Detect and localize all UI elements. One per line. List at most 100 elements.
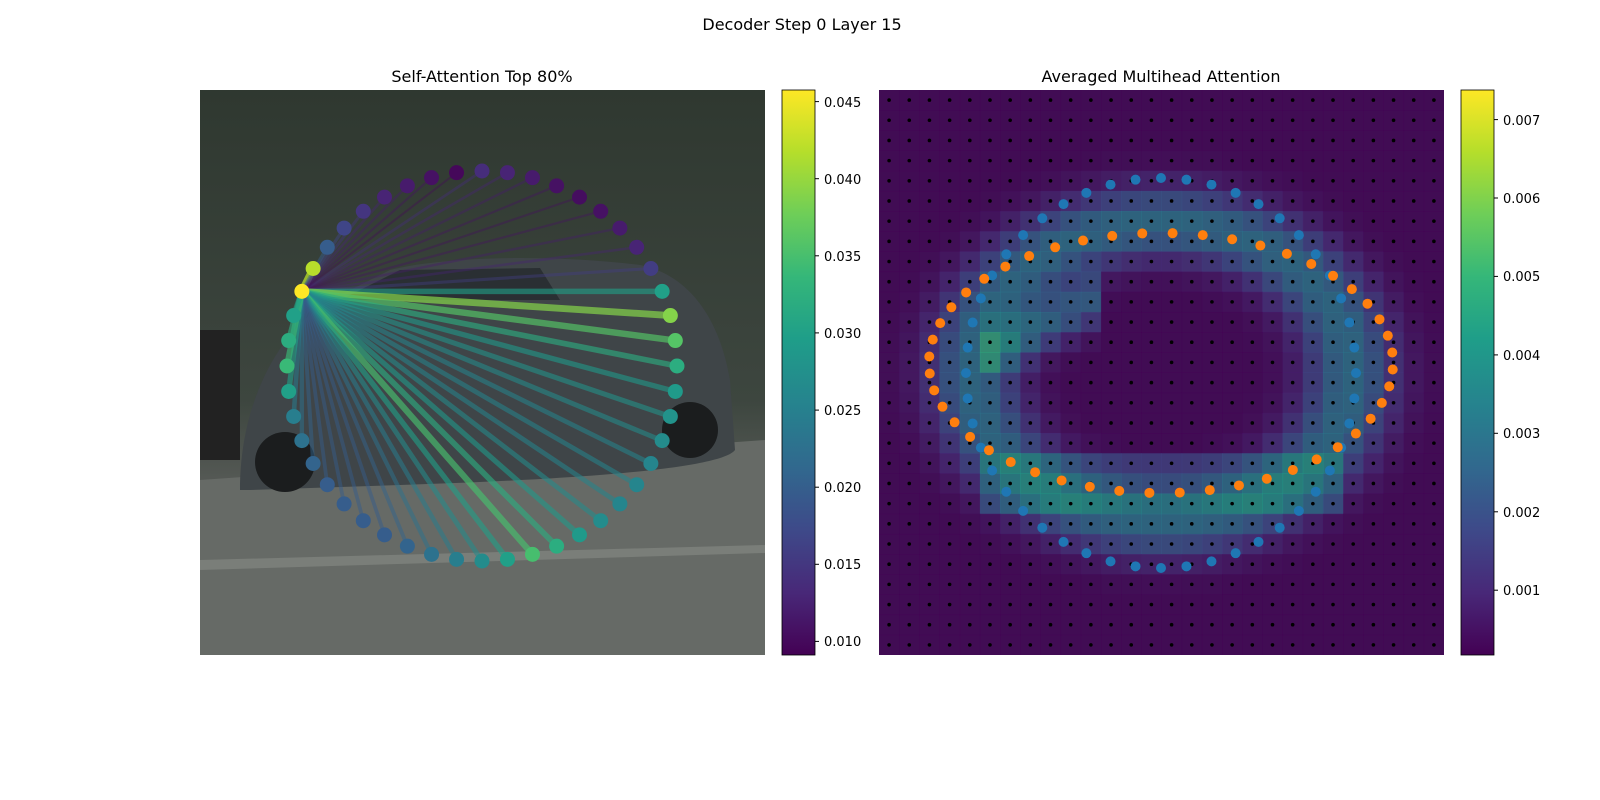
grid-dot bbox=[1210, 622, 1214, 627]
grid-dot bbox=[1331, 421, 1335, 425]
grid-dot bbox=[1189, 522, 1194, 526]
grid-dot bbox=[1351, 219, 1355, 223]
grid-dot bbox=[1028, 380, 1033, 385]
grid-dot bbox=[1210, 400, 1214, 405]
grid-dot bbox=[1189, 461, 1194, 466]
grid-dot bbox=[1411, 380, 1416, 385]
grid-dot bbox=[1149, 461, 1154, 466]
grid-dot bbox=[1331, 158, 1335, 163]
grid-dot bbox=[1210, 259, 1214, 264]
grid-dot bbox=[907, 360, 912, 365]
grid-dot bbox=[1068, 279, 1073, 284]
grid-dot bbox=[1169, 441, 1174, 445]
colorbar-tick-label: 0.002 bbox=[1503, 506, 1540, 521]
colorbar-tick: 0.030 bbox=[815, 327, 861, 342]
grid-dot bbox=[1169, 360, 1174, 365]
grid-dot bbox=[1351, 360, 1355, 365]
grid-dot bbox=[1089, 340, 1093, 345]
grid-dot bbox=[1230, 300, 1234, 304]
grid-dot bbox=[887, 360, 891, 365]
grid-dot bbox=[1331, 522, 1335, 526]
grid-dot bbox=[927, 279, 932, 284]
grid-dot bbox=[1189, 118, 1194, 123]
predicted-contour-point bbox=[1058, 536, 1069, 547]
grid-dot bbox=[1411, 239, 1416, 244]
query-point bbox=[286, 408, 302, 424]
grid-dot bbox=[1089, 421, 1093, 425]
grid-dot bbox=[1189, 259, 1194, 264]
grid-dot bbox=[1210, 118, 1214, 123]
reference-contour-point bbox=[1144, 487, 1155, 498]
grid-dot bbox=[1048, 602, 1053, 607]
query-point bbox=[643, 456, 659, 471]
grid-dot bbox=[1008, 400, 1012, 405]
grid-dot bbox=[1411, 441, 1416, 445]
grid-dot bbox=[1068, 522, 1073, 526]
grid-dot bbox=[1210, 300, 1214, 304]
grid-dot bbox=[927, 481, 932, 486]
grid-dot bbox=[1290, 138, 1295, 143]
grid-dot bbox=[1210, 279, 1214, 284]
predicted-contour-point bbox=[1001, 249, 1012, 260]
reference-contour-point bbox=[1197, 230, 1208, 241]
grid-dot bbox=[947, 98, 952, 102]
grid-dot bbox=[1028, 98, 1033, 102]
grid-dot bbox=[1068, 481, 1073, 486]
grid-dot bbox=[947, 360, 952, 365]
grid-dot bbox=[1210, 239, 1214, 244]
query-point bbox=[669, 358, 685, 374]
grid-dot bbox=[1250, 158, 1255, 163]
grid-dot bbox=[1089, 239, 1093, 244]
grid-dot bbox=[1432, 622, 1436, 627]
grid-dot bbox=[1068, 239, 1073, 244]
reference-contour-point bbox=[1227, 234, 1238, 245]
grid-dot bbox=[1210, 138, 1214, 143]
attention-lines bbox=[284, 169, 678, 563]
colorbar-tick: 0.004 bbox=[1494, 349, 1540, 364]
contour-points bbox=[924, 173, 1398, 573]
grid-dot bbox=[1311, 622, 1315, 627]
grid-dot bbox=[1149, 481, 1154, 486]
grid-dot bbox=[1432, 259, 1436, 264]
grid-dot bbox=[1089, 380, 1093, 385]
attention-line bbox=[301, 171, 509, 293]
grid-dot bbox=[1250, 522, 1255, 526]
grid-dot bbox=[1189, 622, 1194, 627]
grid-dot bbox=[1391, 179, 1396, 183]
grid-dot bbox=[1028, 643, 1033, 647]
grid-dot bbox=[1089, 643, 1093, 647]
reference-contour-point bbox=[1261, 473, 1272, 484]
grid-dot bbox=[1290, 360, 1295, 365]
grid-dot bbox=[1290, 501, 1295, 506]
query-point bbox=[336, 496, 352, 512]
grid-dot bbox=[1028, 622, 1033, 627]
grid-dot bbox=[968, 562, 972, 566]
grid-dot bbox=[1189, 239, 1194, 244]
attention-line bbox=[301, 288, 677, 394]
grid-dot bbox=[1371, 340, 1376, 345]
grid-dot bbox=[1311, 481, 1315, 486]
query-point bbox=[612, 220, 628, 236]
reference-contour-point bbox=[946, 302, 957, 313]
grid-dot bbox=[1391, 461, 1396, 466]
grid-dot bbox=[1089, 199, 1093, 203]
grid-dot bbox=[887, 562, 891, 566]
grid-dot bbox=[1028, 219, 1033, 223]
grid-dot bbox=[1210, 98, 1214, 102]
grid-dot bbox=[1270, 562, 1275, 566]
colorbar-tick: 0.025 bbox=[815, 404, 861, 419]
colorbar-tick-label: 0.005 bbox=[1503, 270, 1540, 285]
grid-dot bbox=[887, 461, 891, 466]
grid-dot bbox=[1432, 340, 1436, 345]
grid-dot bbox=[1109, 602, 1113, 607]
grid-dot bbox=[1149, 340, 1154, 345]
grid-dot bbox=[887, 259, 891, 264]
grid-dot bbox=[1068, 138, 1073, 143]
grid-dot bbox=[968, 380, 972, 385]
grid-dot bbox=[1129, 279, 1134, 284]
grid-dot bbox=[988, 562, 992, 566]
grid-dot bbox=[1371, 320, 1376, 324]
grid-dot bbox=[1371, 602, 1376, 607]
query-point bbox=[629, 239, 645, 255]
grid-dot bbox=[968, 481, 972, 486]
